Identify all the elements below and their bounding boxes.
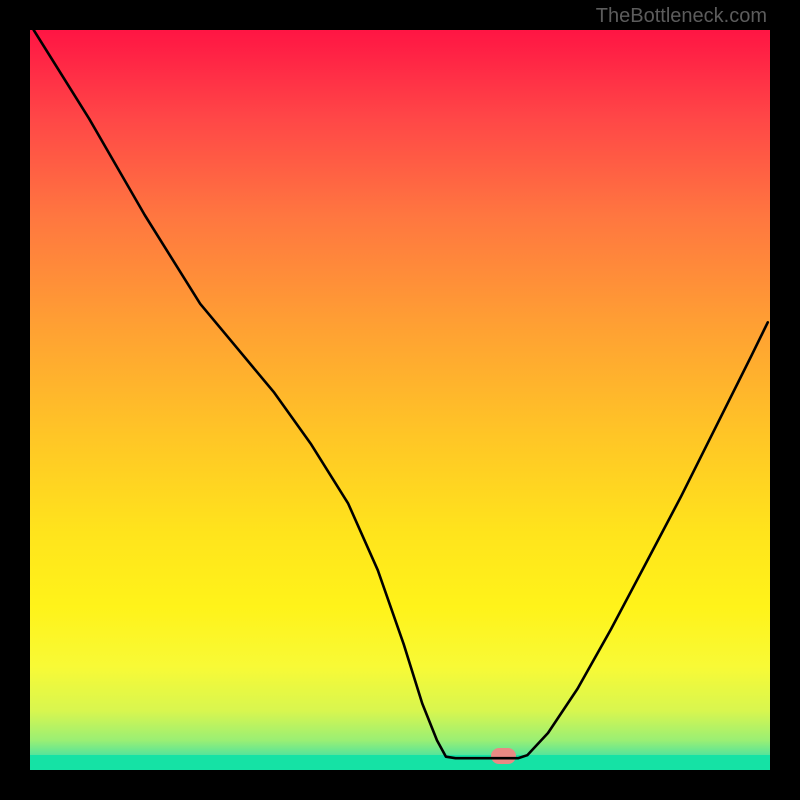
plot-area [30, 30, 770, 770]
optimal-band-strip [30, 755, 770, 770]
watermark-text: TheBottleneck.com [596, 6, 767, 26]
optimal-point-marker [491, 748, 516, 764]
chart-frame: TheBottleneck.com [0, 0, 800, 800]
heatmap-gradient [30, 30, 770, 770]
